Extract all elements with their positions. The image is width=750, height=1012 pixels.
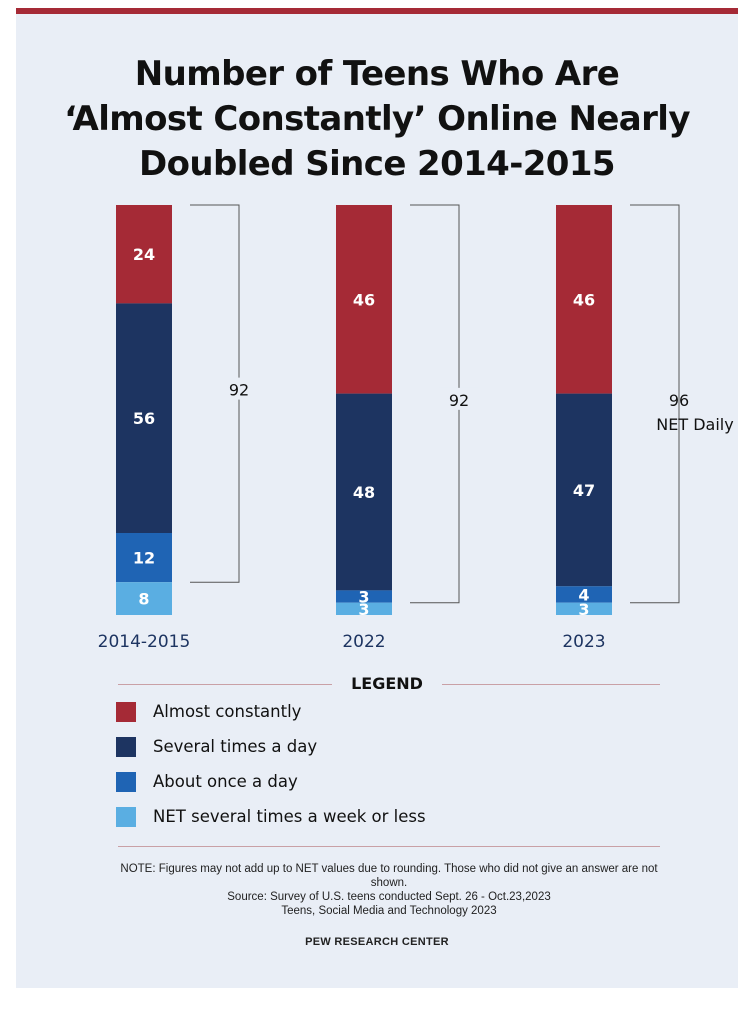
infographic-card: Number of Teens Who Are ‘Almost Constant…	[16, 8, 738, 988]
legend-swatch	[116, 807, 136, 827]
stacked-bar-chart: 2456128922014-201546483392202246474396NE…	[98, 204, 734, 652]
data-label: 3	[358, 600, 369, 619]
bar-segment	[556, 602, 612, 615]
bar-segment	[336, 393, 392, 591]
data-label: 3	[578, 600, 589, 619]
legend-label: About once a day	[153, 772, 298, 791]
chart-title-line-2: ‘Almost Constantly’ Online Nearly	[64, 99, 690, 139]
legend-rule-right	[442, 684, 660, 685]
footer-divider	[118, 846, 660, 847]
brand-name: PEW RESEARCH CENTER	[305, 936, 449, 948]
category-label: 2022	[342, 632, 385, 652]
data-label: 4	[578, 586, 589, 605]
data-label: 24	[133, 245, 155, 264]
net-bracket	[630, 204, 680, 604]
legend-item-net-several-times-a-week: NET several times a week or less	[116, 807, 636, 829]
bar-segment	[336, 602, 392, 615]
legend-title: LEGEND	[351, 674, 423, 693]
legend-item-several-times-a-day: Several times a day	[116, 737, 636, 759]
bar-segment	[556, 205, 612, 394]
chart-title-line-3: Doubled Since 2014-2015	[139, 144, 616, 184]
data-label: 12	[133, 549, 155, 568]
net-label-bg	[659, 387, 660, 389]
bar-segment	[336, 590, 392, 603]
bar-segment	[556, 393, 612, 587]
bar-segment	[116, 582, 172, 615]
net-value: 92	[229, 381, 249, 400]
bar-segment	[116, 533, 172, 583]
legend-swatch	[116, 737, 136, 757]
legend-header: LEGEND	[16, 672, 738, 696]
note-text: NOTE: Figures may not add up to NET valu…	[120, 863, 658, 889]
report-text: Teens, Social Media and Technology 2023	[281, 905, 497, 917]
data-label: 46	[353, 290, 375, 309]
legend-rule-left	[118, 684, 332, 685]
data-label: 47	[573, 481, 595, 500]
data-label: 48	[353, 483, 375, 502]
net-label-bg	[439, 387, 479, 410]
legend-label: NET several times a week or less	[153, 807, 426, 826]
legend-item-almost-constantly: Almost constantly	[116, 702, 636, 724]
category-label: 2023	[562, 632, 605, 652]
data-label: 8	[138, 590, 149, 609]
legend-label: Several times a day	[153, 737, 318, 756]
footer-notes: NOTE: Figures may not add up to NET valu…	[102, 862, 676, 918]
top-accent-bar	[16, 8, 738, 14]
chart-title: Number of Teens Who Are ‘Almost Constant…	[56, 52, 698, 187]
net-value: 96	[669, 391, 689, 410]
data-label: 46	[573, 290, 595, 309]
bar-segment	[556, 586, 612, 603]
legend-item-about-once-a-day: About once a day	[116, 772, 636, 794]
net-value: 92	[449, 391, 469, 410]
bar-segment	[116, 205, 172, 304]
bar-segment	[116, 303, 172, 533]
data-label: 56	[133, 409, 155, 428]
data-label: 3	[358, 588, 369, 607]
net-label-bg	[219, 377, 259, 400]
chart-title-line-1: Number of Teens Who Are	[134, 54, 620, 94]
net-label: NET Daily	[656, 415, 733, 434]
bar-segment	[336, 205, 392, 394]
category-label: 2014-2015	[98, 632, 191, 652]
legend-swatch	[116, 702, 136, 722]
source-text: Source: Survey of U.S. teens conducted S…	[227, 891, 551, 903]
legend-swatch	[116, 772, 136, 792]
legend-label: Almost constantly	[153, 702, 302, 721]
